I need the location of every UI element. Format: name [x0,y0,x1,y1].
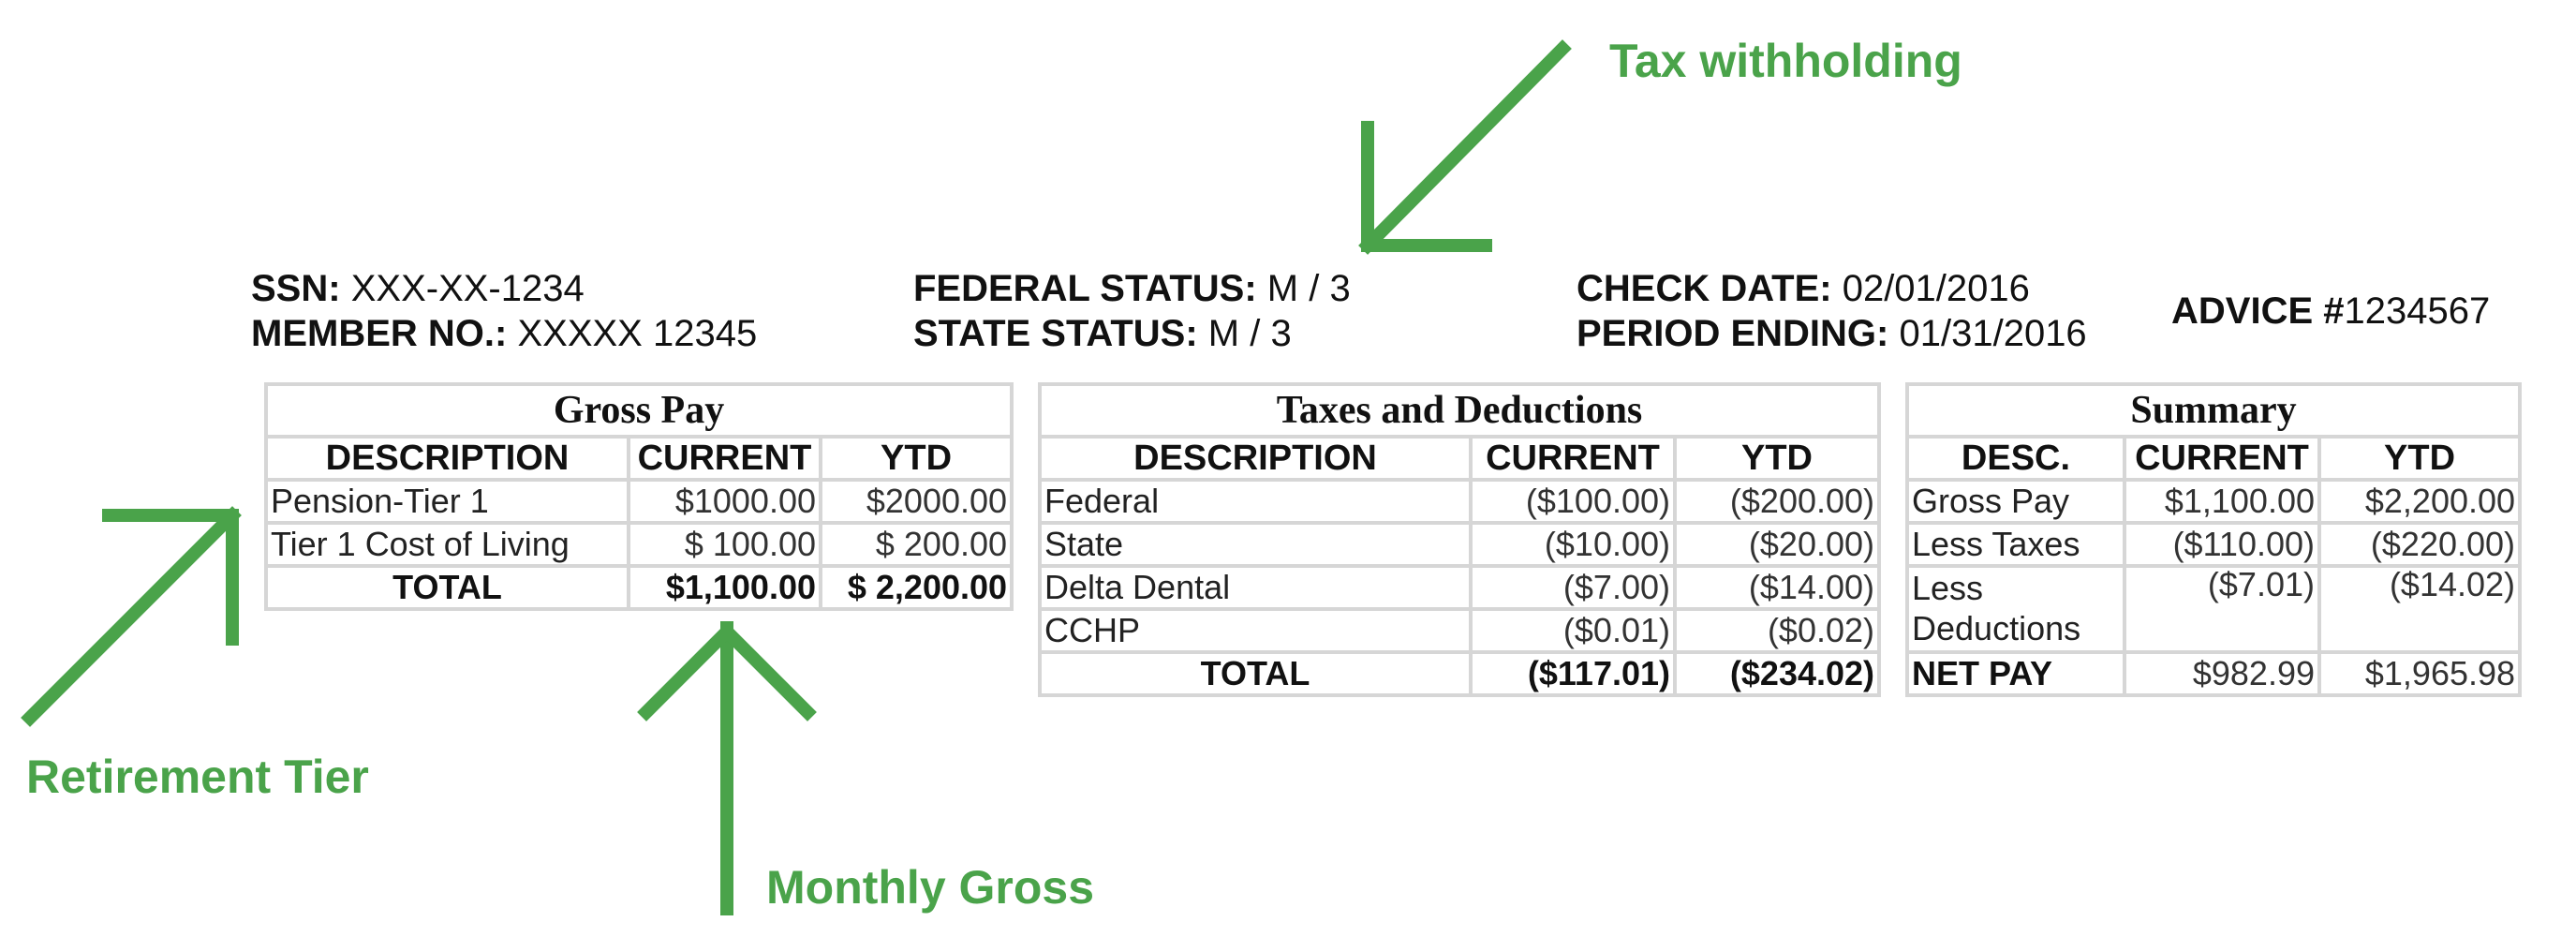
column-header: CURRENT [1469,435,1677,482]
period-ending-label: PERIOD ENDING: [1577,313,1889,354]
table-row: Gross Pay $1,100.00 $2,200.00 [1905,478,2523,525]
row-current: $ 100.00 [627,521,822,568]
federal-status-line: FEDERAL STATUS: M / 3 [913,270,1351,307]
row-ytd: ($220.00) [2317,521,2523,568]
monthly-gross-label: Monthly Gross [766,861,1095,914]
row-ytd: ($20.00) [1672,521,1882,568]
table-row: Tier 1 Cost of Living $ 100.00 $ 200.00 [264,521,1014,568]
total-ytd: $ 2,200.00 [818,564,1014,611]
table-row: Less Deductions ($7.01) ($14.02) [1905,564,2523,654]
total-row: TOTAL ($117.01) ($234.02) [1038,650,1882,697]
row-ytd: $2,200.00 [2317,478,2523,525]
row-description: CCHP [1038,607,1473,654]
ssn-label: SSN: [251,268,341,309]
row-ytd: ($14.00) [1672,564,1882,611]
gross-pay-table: Gross Pay DESCRIPTION CURRENT YTD Pensio… [263,382,1014,611]
member-value: XXXXX 12345 [517,313,758,354]
table-row: CCHP ($0.01) ($0.02) [1038,607,1882,654]
row-current: ($10.00) [1469,521,1677,568]
row-description: Tier 1 Cost of Living [264,521,630,568]
row-current: ($7.00) [1469,564,1677,611]
check-date-line: CHECK DATE: 02/01/2016 [1577,270,2030,307]
row-description: Less Deductions [1905,564,2126,654]
net-pay-current: $982.99 [2123,650,2321,697]
row-description: Delta Dental [1038,564,1473,611]
row-current: $1,100.00 [2123,478,2321,525]
column-header: DESCRIPTION [264,435,630,482]
net-pay-row: NET PAY $982.99 $1,965.98 [1905,650,2523,697]
total-label: TOTAL [264,564,630,611]
ssn-value: XXX-XX-1234 [350,268,585,309]
net-pay-ytd: $1,965.98 [2317,650,2523,697]
net-pay-label: NET PAY [1905,650,2126,697]
check-date-value: 02/01/2016 [1842,268,2030,309]
column-header: YTD [2317,435,2523,482]
member-label: MEMBER NO.: [251,313,508,354]
total-ytd: ($234.02) [1672,650,1882,697]
table-row: Less Taxes ($110.00) ($220.00) [1905,521,2523,568]
row-current: ($110.00) [2123,521,2321,568]
row-current: ($0.01) [1469,607,1677,654]
advice-label: ADVICE # [2171,290,2345,332]
column-header: CURRENT [627,435,822,482]
row-description: Gross Pay [1905,478,2126,525]
column-header: CURRENT [2123,435,2321,482]
row-ytd: ($0.02) [1672,607,1882,654]
table-row: Pension-Tier 1 $1000.00 $2000.00 [264,478,1014,525]
taxes-table: Taxes and Deductions DESCRIPTION CURRENT… [1037,382,1882,697]
row-description: Federal [1038,478,1473,525]
federal-status-value: M / 3 [1266,268,1351,309]
row-description: State [1038,521,1473,568]
summary-title: Summary [1904,382,2523,439]
total-current: $1,100.00 [627,564,822,611]
row-description: Pension-Tier 1 [264,478,630,525]
advice-line: ADVICE #1234567 [2171,292,2490,330]
table-row: Delta Dental ($7.00) ($14.00) [1038,564,1882,611]
tax-withholding-label: Tax withholding [1609,35,1962,87]
advice-value: 1234567 [2344,290,2491,332]
total-current: ($117.01) [1469,650,1677,697]
summary-table: Summary DESC. CURRENT YTD Gross Pay $1,1… [1904,382,2523,697]
total-label: TOTAL [1038,650,1473,697]
column-header: YTD [1672,435,1882,482]
row-current: $1000.00 [627,478,822,525]
table-row: Federal ($100.00) ($200.00) [1038,478,1882,525]
monthly-gross-arrow [637,621,817,915]
table-row: State ($10.00) ($20.00) [1038,521,1882,568]
ssn-line: SSN: XXX-XX-1234 [251,270,585,307]
gross-pay-title: Gross Pay [263,382,1014,439]
state-status-value: M / 3 [1207,313,1292,354]
column-header: YTD [818,435,1014,482]
column-header: DESCRIPTION [1038,435,1473,482]
period-ending-line: PERIOD ENDING: 01/31/2016 [1577,315,2087,352]
state-status-label: STATE STATUS: [913,313,1198,354]
check-date-label: CHECK DATE: [1577,268,1832,309]
federal-status-label: FEDERAL STATUS: [913,268,1257,309]
tax-withholding-arrow [1358,39,1572,255]
row-ytd: $ 200.00 [818,521,1014,568]
retirement-tier-label: Retirement Tier [26,751,369,803]
row-ytd: ($200.00) [1672,478,1882,525]
retirement-tier-arrow [21,506,242,727]
taxes-title: Taxes and Deductions [1037,382,1882,439]
row-description: Less Taxes [1905,521,2126,568]
row-current: ($100.00) [1469,478,1677,525]
row-ytd: ($14.02) [2317,564,2523,654]
row-current: ($7.01) [2123,564,2321,654]
period-ending-value: 01/31/2016 [1899,313,2087,354]
member-line: MEMBER NO.: XXXXX 12345 [251,315,757,352]
column-header: DESC. [1905,435,2126,482]
row-ytd: $2000.00 [818,478,1014,525]
state-status-line: STATE STATUS: M / 3 [913,315,1292,352]
total-row: TOTAL $1,100.00 $ 2,200.00 [264,564,1014,611]
